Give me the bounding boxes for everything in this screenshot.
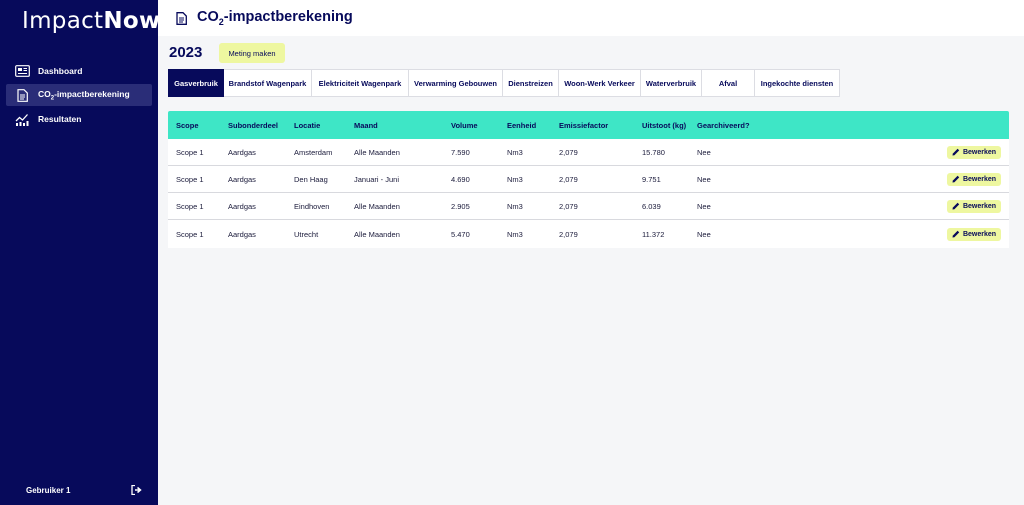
edit-button-label: Bewerken <box>962 202 997 210</box>
meting-maken-button[interactable]: Meting maken <box>219 43 285 63</box>
table-row: Scope 1 Aardgas Amsterdam Alle Maanden 7… <box>168 139 1009 166</box>
data-table: Scope Subonderdeel Locatie Maand Volume … <box>168 111 1009 248</box>
user-row: Gebruiker 1 <box>26 485 142 495</box>
page-title: CO2-impactberekening <box>197 9 353 27</box>
cell-gearchiveerd: Nee <box>697 201 711 211</box>
cell-volume: 7.590 <box>451 147 470 157</box>
cell-maand: Januari - Juni <box>354 174 400 184</box>
user-name: Gebruiker 1 <box>26 485 71 495</box>
chart-icon <box>14 112 30 126</box>
tab-afval[interactable]: Afval <box>702 69 755 97</box>
pencil-icon <box>952 202 960 210</box>
cell-uitstoot: 9.751 <box>642 174 661 184</box>
tab-brandstof-wagenpark[interactable]: Brandstof Wagenpark <box>224 69 312 97</box>
edit-button[interactable]: Bewerken <box>947 227 1001 241</box>
cell-eenheid: Nm3 <box>507 229 523 239</box>
header: CO2-impactberekening <box>158 0 1024 36</box>
cell-emissiefactor: 2,079 <box>559 229 578 239</box>
tab-elektriciteit-wagenpark[interactable]: Elektriciteit Wagenpark <box>312 69 409 97</box>
column-header: Locatie <box>294 120 321 130</box>
cell-scope: Scope 1 <box>176 147 204 157</box>
column-header: Subonderdeel <box>228 120 279 130</box>
cell-gearchiveerd: Nee <box>697 229 711 239</box>
cell-volume: 2.905 <box>451 201 470 211</box>
sidebar-item-co2-impactberekening[interactable]: CO2-impactberekening <box>6 84 152 106</box>
document-icon <box>14 88 30 102</box>
column-header: Maand <box>354 120 378 130</box>
cell-uitstoot: 15.780 <box>642 147 665 157</box>
cell-locatie: Utrecht <box>294 229 319 239</box>
pencil-icon <box>952 175 960 183</box>
cell-locatie: Den Haag <box>294 174 328 184</box>
sidebar-item-label: CO2-impactberekening <box>38 88 130 102</box>
pencil-icon <box>952 148 960 156</box>
cell-maand: Alle Maanden <box>354 147 400 157</box>
edit-button[interactable]: Bewerken <box>947 199 1001 213</box>
cell-eenheid: Nm3 <box>507 147 523 157</box>
dashboard-icon <box>14 64 30 78</box>
pencil-icon <box>952 230 960 238</box>
table-row: Scope 1 Aardgas Eindhoven Alle Maanden 2… <box>168 193 1009 220</box>
column-header: Volume <box>451 120 478 130</box>
cell-subonderdeel: Aardgas <box>228 174 256 184</box>
tab-gasverbruik[interactable]: Gasverbruik <box>168 69 224 97</box>
logo-text-light: Impact <box>22 8 104 34</box>
cell-volume: 4.690 <box>451 174 470 184</box>
tab-verwarming-gebouwen[interactable]: Verwarming Gebouwen <box>409 69 503 97</box>
edit-button-label: Bewerken <box>962 230 997 238</box>
edit-button[interactable]: Bewerken <box>947 145 1001 159</box>
table-header: Scope Subonderdeel Locatie Maand Volume … <box>168 111 1009 139</box>
category-tabs: Gasverbruik Brandstof Wagenpark Elektric… <box>168 69 840 97</box>
cell-scope: Scope 1 <box>176 201 204 211</box>
cell-uitstoot: 11.372 <box>642 229 665 239</box>
cell-emissiefactor: 2,079 <box>559 201 578 211</box>
edit-button-label: Bewerken <box>962 175 997 183</box>
cell-scope: Scope 1 <box>176 174 204 184</box>
logo-text-bold: Now <box>103 8 161 34</box>
cell-maand: Alle Maanden <box>354 201 400 211</box>
cell-gearchiveerd: Nee <box>697 147 711 157</box>
sidebar-item-label: Resultaten <box>38 114 82 124</box>
cell-eenheid: Nm3 <box>507 174 523 184</box>
cell-subonderdeel: Aardgas <box>228 229 256 239</box>
document-icon <box>176 11 187 25</box>
sidebar-item-label: Dashboard <box>38 66 83 76</box>
cell-gearchiveerd: Nee <box>697 174 711 184</box>
cell-subonderdeel: Aardgas <box>228 201 256 211</box>
cell-emissiefactor: 2,079 <box>559 174 578 184</box>
tab-waterverbruik[interactable]: Waterverbruik <box>641 69 702 97</box>
edit-button-label: Bewerken <box>962 148 997 156</box>
column-header: Eenheid <box>507 120 537 130</box>
table-row: Scope 1 Aardgas Utrecht Alle Maanden 5.4… <box>168 220 1009 248</box>
year-label: 2023 <box>169 44 203 61</box>
column-header: Emissiefactor <box>559 120 609 130</box>
tab-ingekochte-diensten[interactable]: Ingekochte diensten <box>755 69 840 97</box>
cell-emissiefactor: 2,079 <box>559 147 578 157</box>
edit-button[interactable]: Bewerken <box>947 172 1001 186</box>
column-header: Scope <box>176 120 199 130</box>
cell-uitstoot: 6.039 <box>642 201 661 211</box>
tab-dienstreizen[interactable]: Dienstreizen <box>503 69 559 97</box>
cell-locatie: Eindhoven <box>294 201 330 211</box>
logout-icon[interactable] <box>131 485 142 495</box>
tab-woon-werk-verkeer[interactable]: Woon-Werk Verkeer <box>559 69 641 97</box>
cell-eenheid: Nm3 <box>507 201 523 211</box>
cell-maand: Alle Maanden <box>354 229 400 239</box>
sidebar-item-dashboard[interactable]: Dashboard <box>6 60 152 82</box>
sidebar-item-resultaten[interactable]: Resultaten <box>6 108 152 130</box>
cell-locatie: Amsterdam <box>294 147 333 157</box>
sidebar-nav: Dashboard CO2-impactberekening Resultate… <box>6 60 152 132</box>
column-header: Gearchiveerd? <box>697 120 750 130</box>
sidebar: ImpactNow Dashboard CO2-impactberekening… <box>0 0 161 505</box>
cell-subonderdeel: Aardgas <box>228 147 256 157</box>
app-logo[interactable]: ImpactNow <box>22 8 161 34</box>
cell-volume: 5.470 <box>451 229 470 239</box>
table-row: Scope 1 Aardgas Den Haag Januari - Juni … <box>168 166 1009 193</box>
cell-scope: Scope 1 <box>176 229 204 239</box>
column-header: Uitstoot (kg) <box>642 120 687 130</box>
